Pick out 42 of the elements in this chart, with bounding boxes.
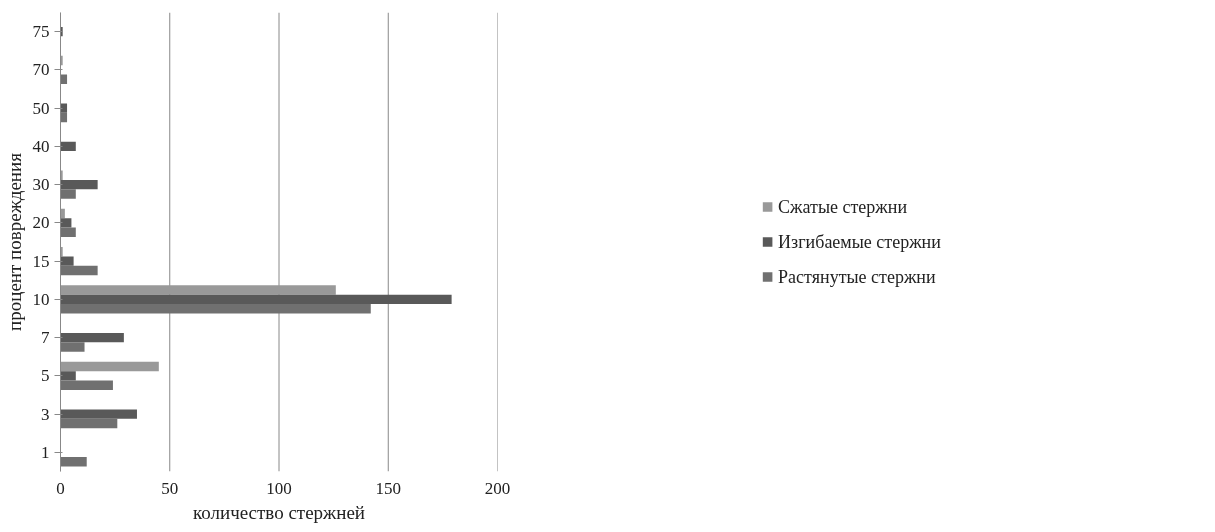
bar xyxy=(60,294,452,305)
bar xyxy=(60,189,76,199)
bar xyxy=(60,304,371,314)
y-tick-label: 30 xyxy=(32,175,50,195)
bar xyxy=(60,380,113,391)
y-tick-label: 5 xyxy=(41,366,50,386)
legend-label: Изгибаемые стержни xyxy=(778,231,941,252)
bar xyxy=(60,170,63,180)
y-tick-label: 15 xyxy=(32,251,50,271)
bar xyxy=(60,342,85,352)
bar xyxy=(60,141,76,152)
y-tick-label: 7 xyxy=(41,328,50,348)
y-tick-label: 1 xyxy=(41,442,50,462)
y-tick-label: 10 xyxy=(32,289,50,309)
x-tick-label: 0 xyxy=(56,478,65,498)
bar xyxy=(60,256,74,266)
legend-label: Сжатые стержни xyxy=(778,196,908,217)
bar xyxy=(60,265,98,276)
x-axis-title: количество стержней xyxy=(192,501,366,523)
legend-label: Растянутые стержни xyxy=(778,266,936,287)
bar xyxy=(60,371,76,381)
bar xyxy=(60,218,72,228)
bar xyxy=(60,227,76,238)
bar xyxy=(60,103,68,113)
x-tick-label: 150 xyxy=(375,478,401,498)
x-tick-label: 100 xyxy=(266,478,292,498)
y-tick-label: 40 xyxy=(32,136,50,156)
bar xyxy=(60,457,87,467)
x-tick-label: 200 xyxy=(484,478,511,498)
y-tick-label: 3 xyxy=(41,404,50,424)
y-tick-label: 75 xyxy=(32,22,50,42)
y-axis-title: процент повреждения xyxy=(3,152,25,331)
bar xyxy=(60,409,137,419)
bar xyxy=(60,332,124,343)
y-tick-label: 50 xyxy=(32,98,50,118)
y-tick-label: 70 xyxy=(32,60,50,80)
bar xyxy=(60,285,336,295)
bar xyxy=(60,418,118,429)
bar xyxy=(60,179,98,190)
x-tick-label: 50 xyxy=(161,478,179,498)
y-tick-label: 20 xyxy=(32,213,50,233)
bar xyxy=(60,361,159,372)
